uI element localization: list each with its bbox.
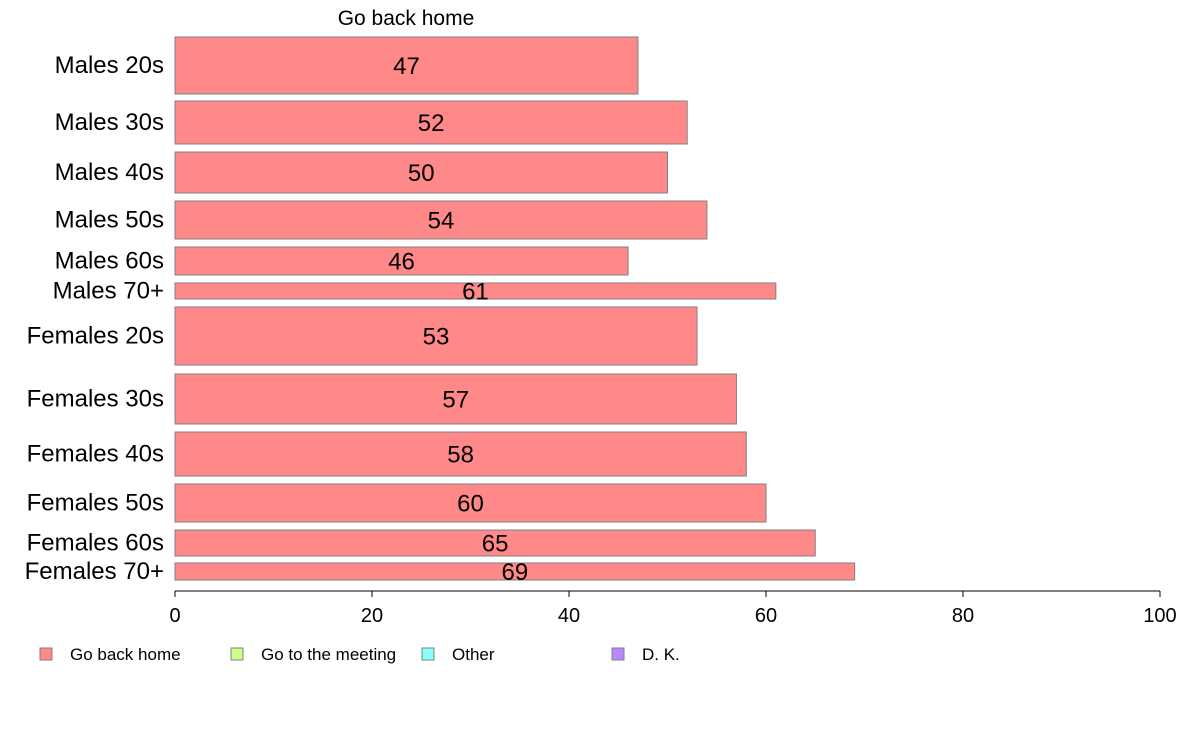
bar-females-50s bbox=[174, 483, 767, 523]
bar-females-70 bbox=[174, 562, 856, 581]
legend-swatch bbox=[611, 647, 625, 661]
bar-value-label: 47 bbox=[393, 53, 420, 80]
x-axis: 0 20 40 60 80 100 bbox=[169, 590, 1177, 627]
x-tick-label: 60 bbox=[755, 605, 777, 627]
bar-males-70 bbox=[174, 282, 777, 300]
legend-swatch bbox=[230, 647, 244, 661]
x-tick-label: 100 bbox=[1143, 605, 1176, 627]
bar-value-label: 61 bbox=[462, 279, 489, 306]
bar-value-label: 65 bbox=[482, 531, 509, 558]
bar-value-label: 53 bbox=[423, 324, 450, 351]
legend-label: D. K. bbox=[642, 645, 680, 664]
category-label: Females 40s bbox=[27, 441, 164, 468]
bar-value-label: 60 bbox=[457, 491, 484, 518]
bar-value-label: 46 bbox=[388, 249, 415, 276]
x-tick-label: 40 bbox=[558, 605, 580, 627]
bar-males-40s bbox=[174, 151, 668, 194]
category-label: Males 70+ bbox=[53, 278, 164, 305]
bar-value-label: 69 bbox=[501, 559, 528, 586]
category-label: Males 30s bbox=[55, 109, 164, 136]
legend-swatch bbox=[39, 647, 53, 661]
x-tick-label: 80 bbox=[952, 605, 974, 627]
bar-females-20s bbox=[174, 306, 698, 366]
legend-label: Go to the meeting bbox=[261, 645, 396, 664]
category-label: Females 60s bbox=[27, 530, 164, 557]
x-tick-label: 20 bbox=[361, 605, 383, 627]
category-label: Females 20s bbox=[27, 323, 164, 350]
bar-value-label: 58 bbox=[447, 442, 474, 469]
category-label: Females 50s bbox=[27, 490, 164, 517]
chart-title: Go back home bbox=[338, 7, 475, 30]
bar-males-50s bbox=[174, 200, 708, 240]
bar-value-label: 54 bbox=[428, 208, 455, 235]
bar-value-label: 50 bbox=[408, 160, 435, 187]
bar-value-label: 52 bbox=[418, 110, 445, 137]
legend-label: Other bbox=[452, 645, 495, 664]
category-label: Males 50s bbox=[55, 207, 164, 234]
bar-females-60s bbox=[174, 529, 816, 557]
category-label: Males 60s bbox=[55, 248, 164, 275]
bar-females-40s bbox=[174, 431, 747, 477]
x-tick-label: 0 bbox=[169, 605, 180, 627]
category-label: Females 30s bbox=[27, 386, 164, 413]
bar-females-30s bbox=[174, 373, 737, 425]
legend: Go back home Go to the meeting Other D. K. bbox=[39, 645, 680, 664]
bar-males-60s bbox=[174, 246, 629, 276]
bar-males-30s bbox=[174, 100, 688, 145]
bar-males-20s bbox=[174, 36, 639, 95]
category-label: Males 40s bbox=[55, 159, 164, 186]
bar-value-label: 57 bbox=[442, 387, 469, 414]
category-label: Males 20s bbox=[55, 52, 164, 79]
legend-label: Go back home bbox=[70, 645, 181, 664]
legend-swatch bbox=[421, 647, 435, 661]
bars-group: Males 20s 47 Males 30s 52 Males 40s 50 Males 5… bbox=[25, 36, 856, 586]
category-label: Females 70+ bbox=[25, 558, 164, 585]
